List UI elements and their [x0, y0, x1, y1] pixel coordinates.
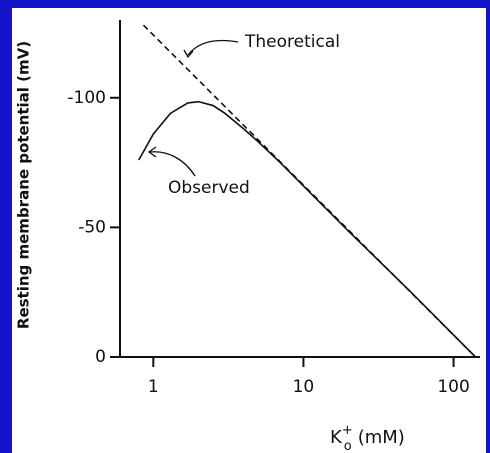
annotation-arrowhead [147, 146, 157, 158]
x-axis-title-unit: (mM) [358, 427, 405, 448]
x-axis-title-sub: o [344, 439, 352, 453]
y-tick-label: -50 [78, 217, 106, 237]
legend-label: Observed [168, 178, 250, 198]
legend-label: Theoretical [244, 32, 340, 52]
x-axis-title-sup: + [342, 423, 353, 438]
x-tick-label: 100 [437, 377, 469, 397]
annotation-arrow [149, 151, 196, 177]
y-tick-label: 0 [95, 347, 106, 367]
y-tick-label: -100 [67, 88, 106, 108]
x-tick-label: 10 [293, 377, 315, 397]
line-1 [138, 100, 477, 358]
x-axis-title: K+ o (mM) [330, 423, 405, 453]
annotation-arrow [187, 39, 239, 56]
x-axis-title-main: K [330, 427, 343, 448]
x-tick-label: 1 [148, 377, 159, 397]
y-axis-title: Resting membrane potential (mV) [15, 41, 33, 329]
annotation-arrowhead [183, 49, 194, 59]
plot-background [12, 8, 486, 453]
